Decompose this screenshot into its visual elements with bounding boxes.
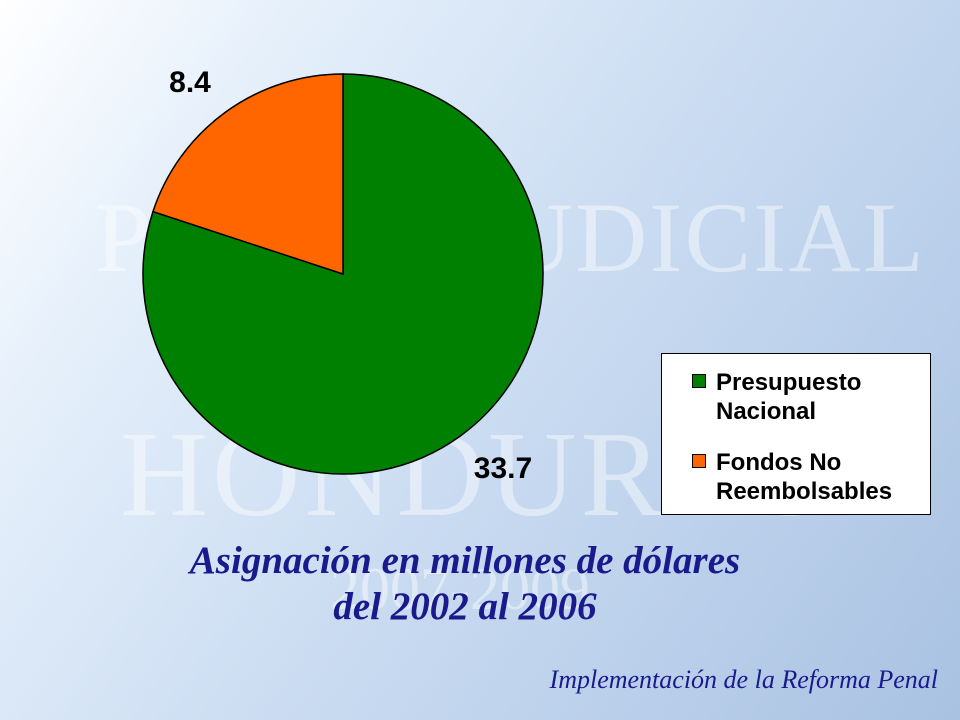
pie-slices — [142, 73, 544, 475]
chart-title: Asignación en millones de dólares del 20… — [20, 538, 910, 630]
pie-value-labels: 33.7 8.4 — [169, 66, 532, 485]
pie-value-label-0: 33.7 — [474, 452, 532, 485]
pie-slice-fondos-no-reembolsables — [152, 73, 344, 276]
legend-label-fondos-no-reembolsables: Fondos No Reembolsables — [716, 449, 893, 505]
chart-legend: Presupuesto Nacional Fondos No Reembolsa… — [661, 353, 931, 515]
legend-item-presupuesto-nacional: Presupuesto Nacional — [692, 368, 926, 426]
legend-label-presupuesto-nacional: Presupuesto Nacional — [716, 369, 862, 425]
pie-value-label-1: 8.4 — [169, 66, 211, 99]
chart-title-line-2: del 2002 al 2006 — [333, 585, 597, 628]
legend-swatch-fondos-no-reembolsables — [692, 454, 706, 468]
pie-chart: 33.7 8.4 — [142, 66, 544, 485]
chart-title-line-1: Asignación en millones de dólares — [189, 539, 741, 582]
footer-caption: Implementación de la Reforma Penal — [549, 665, 938, 694]
legend-item-fondos-no-reembolsables: Fondos No Reembolsables — [692, 448, 926, 506]
legend-swatch-presupuesto-nacional — [692, 374, 706, 388]
